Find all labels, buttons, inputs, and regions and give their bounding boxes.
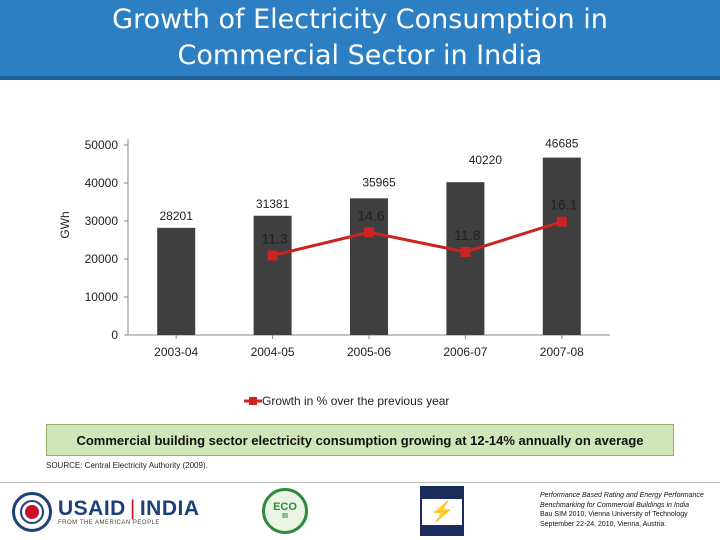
energy-bureau-logo: ⚡ [420,486,464,536]
usaid-logo: USAID | INDIA FROM THE AMERICAN PEOPLE [12,492,199,532]
x-tick-label: 2005-06 [347,345,391,359]
y-tick-label: 0 [111,328,118,342]
x-tick-label: 2006-07 [443,345,487,359]
lightning-bolt-icon: ⚡ [429,501,455,523]
legend-label: Growth in % over the previous year [262,394,449,408]
bar [350,198,388,335]
title-bar: Growth of Electricity Consumption in Com… [0,0,720,80]
bar-data-label: 40220 [469,153,503,167]
bar-data-label: 35965 [362,175,396,189]
growth-point [364,227,374,238]
y-tick-label: 50000 [85,138,119,152]
citation-line-3: September 22-24, 2010, Vienna, Austria. [540,520,667,528]
y-tick-label: 30000 [85,214,119,228]
y-tick-label: 40000 [85,176,119,190]
growth-point [267,250,278,261]
growth-data-label: 16.1 [550,197,577,213]
eco-iii-logo: ECO III [262,488,308,534]
growth-data-label: 11.8 [454,227,480,243]
y-tick-label: 20000 [85,252,119,266]
footer-divider [0,482,720,483]
citation-line-2: Bau SIM 2010, Vienna University of Techn… [540,511,688,518]
growth-point [460,246,471,257]
india-wordmark: INDIA [139,497,200,520]
x-tick-label: 2003-04 [154,345,198,359]
bar [542,157,581,335]
page-title-line-1: Growth of Electricity Consumption in [112,4,608,35]
bar-data-label: 28201 [160,209,194,223]
bar [253,215,292,335]
growth-data-label: 14.6 [357,207,384,223]
bar [446,182,485,335]
legend-swatch-marker [249,397,257,405]
citation-line-1: Performance Based Rating and Energy Perf… [540,492,704,509]
citation: Performance Based Rating and Energy Perf… [540,491,716,529]
page-title-line-2: Commercial Sector in India [177,40,543,71]
y-axis-title: GWh [58,211,72,238]
usaid-tagline: FROM THE AMERICAN PEOPLE [58,520,160,526]
usaid-wordmark: USAID [58,497,126,520]
bar [157,227,196,335]
bar-data-label: 46685 [545,137,579,151]
consumption-chart: 0 10000 20000 30000 40000 50000 GWh 2003-04 2820… [58,137,610,408]
x-tick-label: 2004-05 [251,345,295,359]
source-note: SOURCE: Central Electricity Authority (2… [46,461,208,470]
growth-series-line [272,220,563,257]
growth-data-label: 11.3 [261,230,287,246]
y-tick-label: 10000 [85,290,119,304]
usaid-seal-icon [12,492,52,532]
growth-point [556,216,567,227]
summary-banner: Commercial building sector electricity c… [46,424,674,456]
eco-wordmark: ECO [273,501,297,513]
bar-data-label: 31381 [256,197,290,211]
eco-sub-wordmark: III [282,513,288,520]
x-tick-label: 2007-08 [540,345,584,359]
